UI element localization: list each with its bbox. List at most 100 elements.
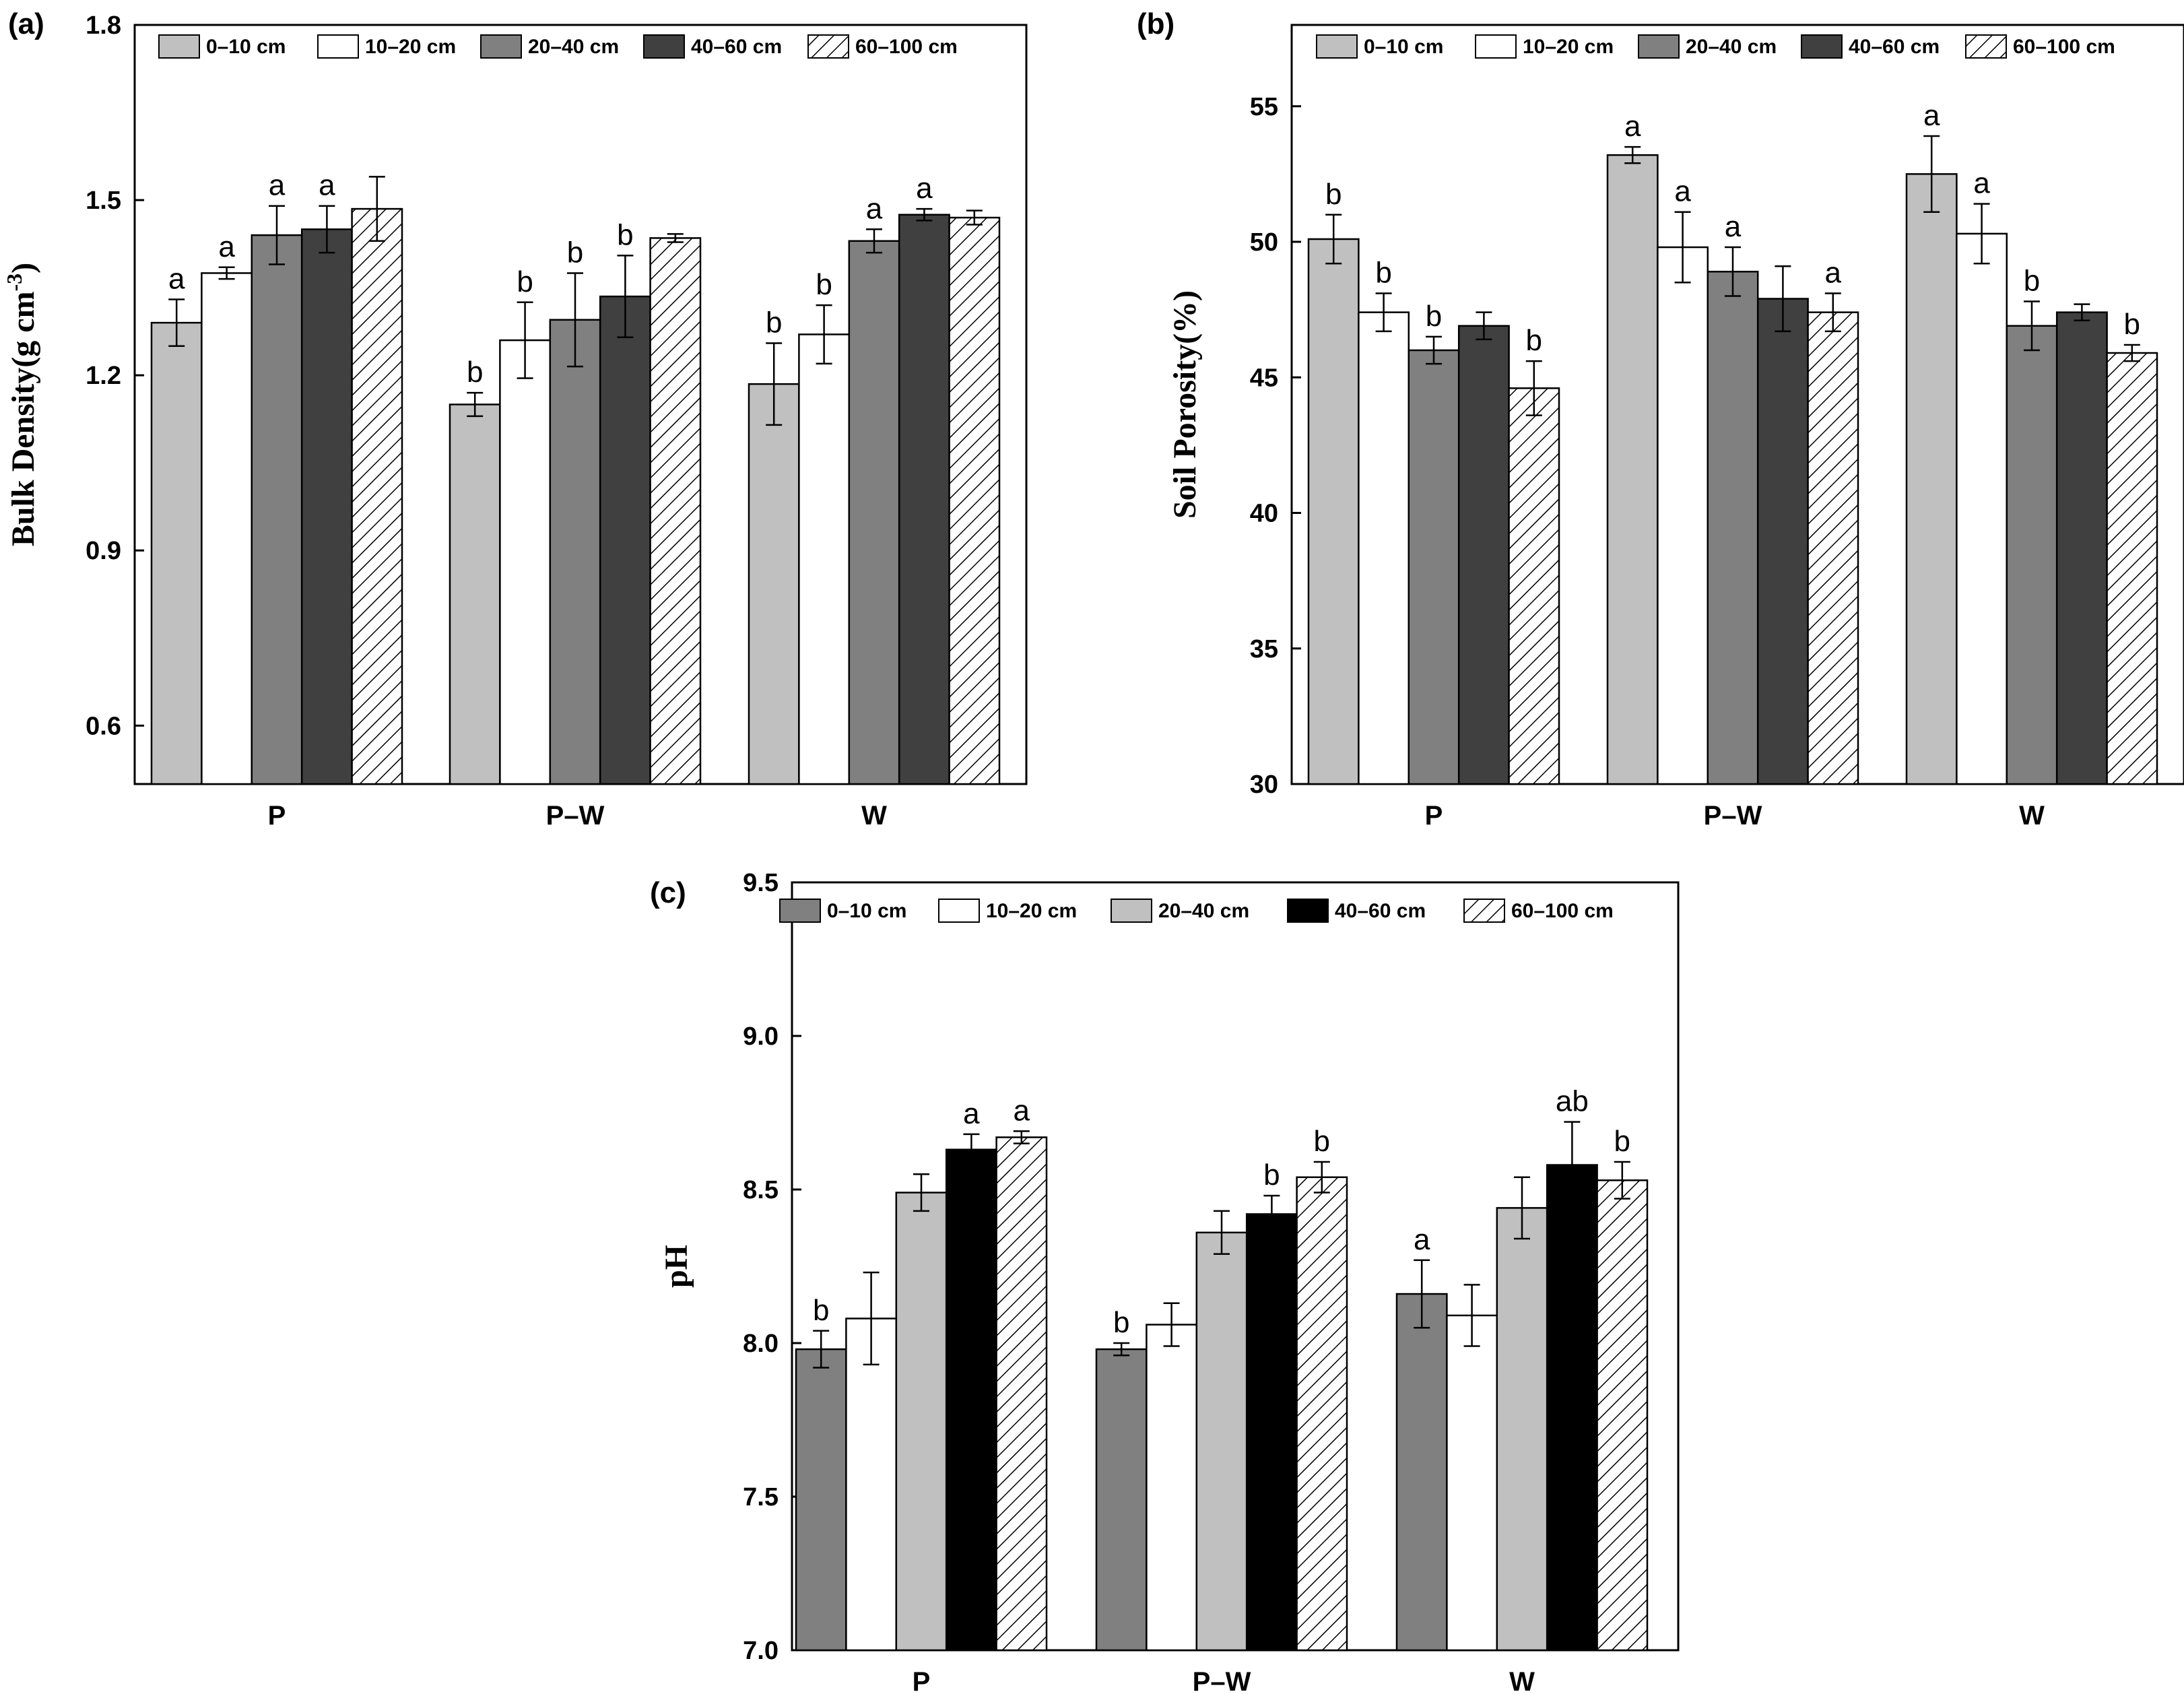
legend-swatch: [807, 34, 849, 59]
bar: [1756, 298, 1809, 785]
bar: [1195, 1231, 1248, 1652]
significance-letter: b: [617, 218, 633, 251]
significance-letter: a: [866, 192, 883, 225]
legend-swatch: [1965, 34, 2007, 59]
bar: [2106, 352, 2158, 785]
y-tick-label: 50: [1250, 228, 1278, 257]
y-tick-label: 1.8: [86, 11, 121, 40]
significance-letter: b: [766, 306, 782, 339]
bar: [895, 1192, 948, 1652]
significance-letter: b: [517, 265, 533, 298]
y-axis-label: Bulk Density(g cm-3): [2, 263, 41, 546]
significance-letter: b: [1614, 1125, 1630, 1158]
legend-swatch: [480, 34, 522, 59]
y-axis-label: Soil Porosity(%): [1167, 290, 1203, 519]
bar: [1446, 1314, 1498, 1652]
significance-letter: b: [2124, 308, 2140, 341]
legend-swatch: [1475, 34, 1517, 59]
bar: [1956, 232, 2008, 785]
significance-letter: a: [168, 262, 185, 295]
panel-label: (b): [1137, 7, 1174, 40]
significance-letter: a: [1725, 210, 1742, 243]
x-category-label: P–W: [546, 801, 605, 830]
bar: [1095, 1348, 1148, 1652]
legend-swatch: [1801, 34, 1843, 59]
bar: [795, 1348, 847, 1652]
x-category-label: P: [268, 801, 286, 830]
significance-letter: a: [1014, 1094, 1030, 1127]
bar: [599, 295, 651, 785]
y-axis-label-text: Soil Porosity(%): [1167, 290, 1203, 519]
legend-label: 20–40 cm: [528, 36, 619, 58]
y-tick-label: 45: [1250, 364, 1278, 392]
significance-letter: b: [1263, 1159, 1280, 1192]
bar: [351, 207, 403, 785]
y-tick-label: 1.5: [86, 187, 121, 215]
y-tick-label: 55: [1250, 93, 1278, 121]
legend-label: 60–100 cm: [855, 36, 958, 58]
legend-label: 60–100 cm: [1511, 900, 1614, 922]
legend-label: 20–40 cm: [1158, 900, 1249, 922]
x-category-label: P: [1425, 801, 1443, 830]
legend-label: 0–10 cm: [206, 36, 286, 58]
bar: [1358, 311, 1410, 785]
legend-swatch: [158, 34, 200, 59]
x-category-label: P: [913, 1667, 931, 1694]
bar: [898, 214, 950, 785]
x-category-label: P–W: [1704, 801, 1762, 830]
y-axis-label-text: Bulk Density(g cm: [5, 291, 41, 546]
y-tick-label: 0.9: [86, 537, 121, 565]
legend-label: 40–60 cm: [1849, 36, 1940, 58]
legend-swatch: [779, 899, 821, 923]
significance-letter: a: [916, 172, 933, 205]
y-tick-label: 30: [1250, 771, 1278, 799]
significance-letter: b: [567, 236, 583, 269]
bar: [251, 234, 303, 785]
significance-letter: b: [2024, 265, 2040, 298]
y-axis-label-superscript: -3: [2, 273, 26, 292]
bar: [1807, 311, 1859, 785]
y-tick-label: 0.6: [86, 712, 121, 740]
y-axis-label-text: pH: [659, 1245, 694, 1288]
significance-letter: a: [269, 169, 286, 202]
y-tick-label: 9.0: [743, 1022, 779, 1051]
significance-letter: b: [467, 356, 483, 389]
significance-letter: a: [1674, 175, 1691, 208]
significance-letter: b: [1325, 178, 1342, 211]
y-tick-label: 7.5: [743, 1483, 779, 1511]
significance-letter: b: [813, 1294, 829, 1327]
bar: [1307, 238, 1360, 785]
y-tick-label: 35: [1250, 635, 1278, 663]
bar: [300, 228, 353, 785]
bar: [2055, 311, 2108, 785]
significance-letter: b: [1375, 256, 1391, 289]
bar: [1546, 1164, 1598, 1652]
bar: [1606, 154, 1659, 785]
y-tick-label: 1.2: [86, 362, 121, 390]
legend-swatch: [317, 34, 359, 59]
legend-label: 40–60 cm: [691, 36, 782, 58]
bar: [1296, 1176, 1348, 1652]
bar: [1905, 173, 1958, 785]
bar: [945, 1148, 997, 1652]
significance-letter: b: [1526, 324, 1542, 357]
bar: [1657, 246, 1709, 785]
panel-label: (a): [8, 7, 44, 40]
legend-label: 40–60 cm: [1335, 900, 1426, 922]
significance-letter: a: [1973, 167, 1990, 200]
legend-swatch: [1111, 899, 1152, 923]
bar: [549, 319, 601, 785]
significance-letter: b: [1113, 1306, 1129, 1339]
bar: [1395, 1293, 1448, 1652]
legend-swatch: [1287, 899, 1329, 923]
bar: [1508, 387, 1560, 785]
y-axis-label: pH: [659, 1245, 694, 1288]
significance-letter: ab: [1556, 1085, 1589, 1118]
significance-letter: a: [1825, 256, 1842, 289]
legend-label: 0–10 cm: [1364, 36, 1443, 58]
bar: [1457, 325, 1510, 785]
bar: [201, 272, 253, 785]
